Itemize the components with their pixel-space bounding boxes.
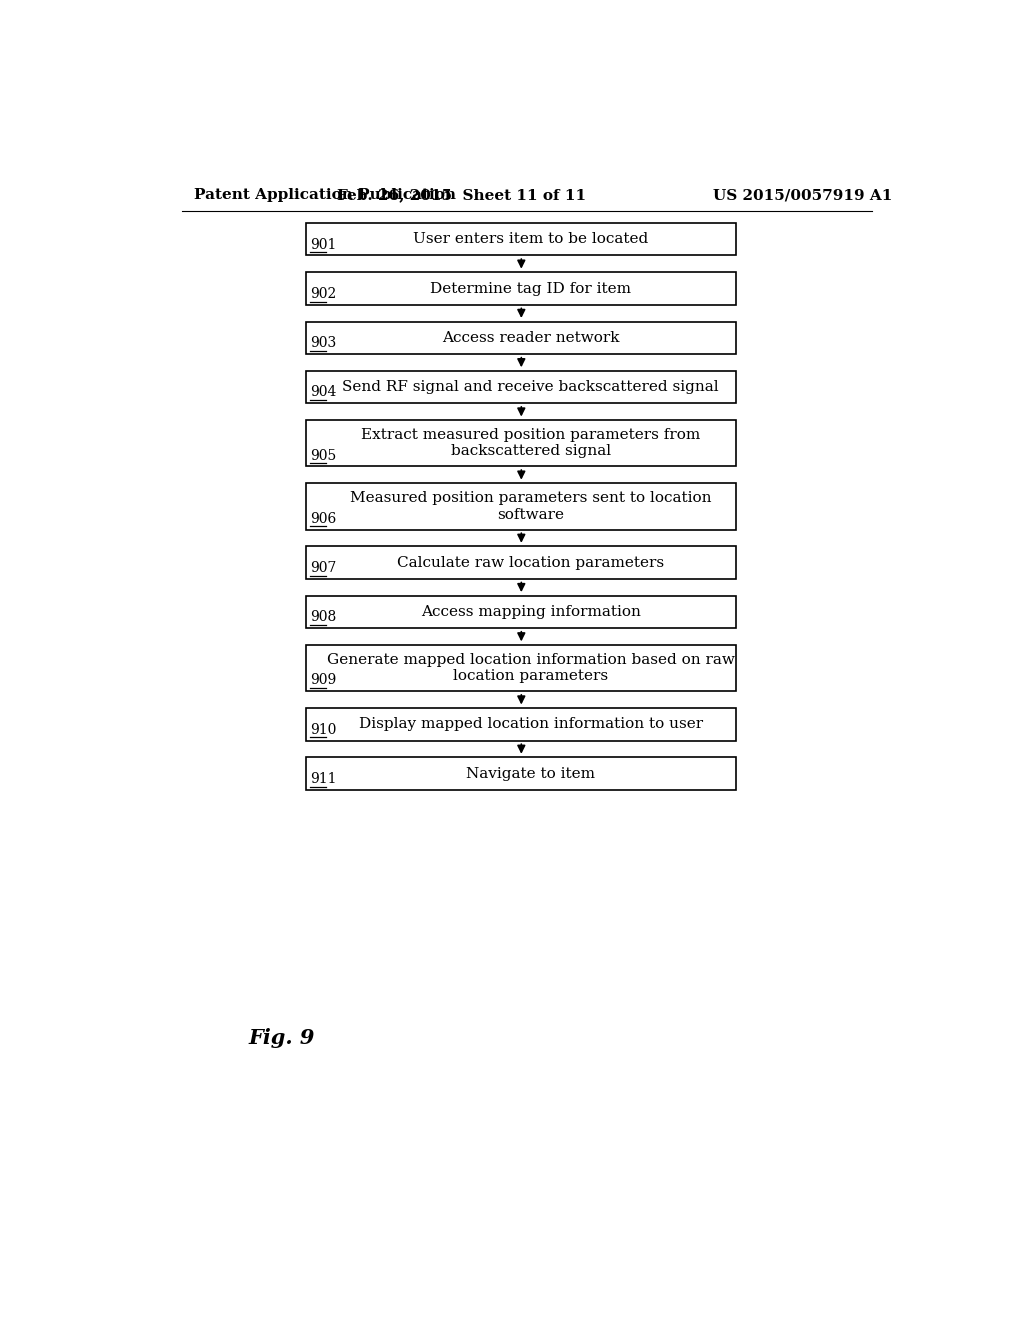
Text: Feb. 26, 2015  Sheet 11 of 11: Feb. 26, 2015 Sheet 11 of 11 [337,189,586,202]
Text: Display mapped location information to user: Display mapped location information to u… [358,717,702,731]
Bar [306,595,736,628]
Text: Calculate raw location parameters: Calculate raw location parameters [397,556,665,570]
Text: Generate mapped location information based on raw
location parameters: Generate mapped location information bas… [327,653,734,684]
Text: 901: 901 [310,238,337,252]
Bar [306,223,736,256]
Bar [306,371,736,404]
Text: Measured position parameters sent to location
software: Measured position parameters sent to loc… [350,491,712,521]
Text: Fig. 9: Fig. 9 [248,1028,314,1048]
Text: User enters item to be located: User enters item to be located [413,232,648,247]
Text: 904: 904 [310,385,337,400]
Text: 908: 908 [310,610,336,624]
Text: Send RF signal and receive backscattered signal: Send RF signal and receive backscattered… [342,380,719,395]
Text: 909: 909 [310,673,336,688]
Text: Patent Application Publication: Patent Application Publication [194,189,456,202]
Text: 907: 907 [310,561,337,576]
Text: Extract measured position parameters from
backscattered signal: Extract measured position parameters fro… [361,428,700,458]
Bar [306,420,736,466]
Bar [306,546,736,579]
Text: 910: 910 [310,722,337,737]
Text: 902: 902 [310,286,336,301]
Text: Navigate to item: Navigate to item [466,767,595,780]
Text: Determine tag ID for item: Determine tag ID for item [430,281,631,296]
Text: 906: 906 [310,512,336,525]
Text: US 2015/0057919 A1: US 2015/0057919 A1 [713,189,893,202]
Text: 903: 903 [310,337,336,350]
Text: 905: 905 [310,449,336,462]
Bar [306,708,736,741]
Text: 911: 911 [310,772,337,785]
Text: Access reader network: Access reader network [442,331,620,345]
Bar [306,483,736,529]
Bar [306,645,736,692]
Bar [306,322,736,354]
Bar [306,758,736,789]
Text: Access mapping information: Access mapping information [421,605,641,619]
Bar [306,272,736,305]
